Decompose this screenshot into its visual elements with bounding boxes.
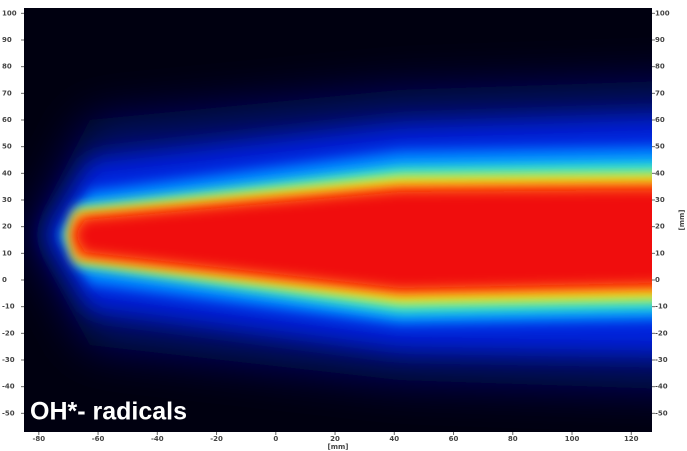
y2-tick-label: -30	[655, 356, 668, 364]
x-tick-label: -40	[151, 435, 164, 443]
x-tick-label: 60	[449, 435, 459, 443]
y-tick-label: -50	[2, 409, 15, 417]
y2-tick-label: -20	[655, 329, 668, 337]
x-tick-label: 0	[273, 435, 278, 443]
x-tick-label: 40	[389, 435, 399, 443]
x-tick-label: 100	[565, 435, 580, 443]
y-tick-label: -40	[2, 383, 15, 391]
y2-tick-label: 80	[655, 63, 665, 71]
y-tick-label: -30	[2, 356, 15, 364]
y-tick-label: 0	[2, 276, 7, 284]
y-axis-label: [mm]	[678, 210, 686, 231]
y2-tick-label: 100	[655, 9, 670, 17]
x-tick-label: 120	[624, 435, 639, 443]
annotation: OH*- radicals	[30, 398, 187, 426]
y2-tick-label: 0	[655, 276, 660, 284]
x-axis-label: [mm]	[328, 443, 349, 451]
y-tick-label: -20	[2, 329, 15, 337]
y2-tick-label: 90	[655, 36, 665, 44]
y2-tick-label: -40	[655, 383, 668, 391]
y2-tick-label: 20	[655, 223, 665, 231]
x-tick-label: -80	[32, 435, 45, 443]
chart: OH*- radicals [mm] [mm] 1001009090808070…	[0, 0, 687, 451]
y-tick-label: 10	[2, 249, 12, 257]
y-tick-label: 60	[2, 116, 12, 124]
y2-tick-label: 60	[655, 116, 665, 124]
y2-tick-label: 40	[655, 169, 665, 177]
y2-tick-label: -50	[655, 409, 668, 417]
x-tick-label: 80	[508, 435, 518, 443]
x-tick-label: -60	[92, 435, 105, 443]
x-tick-label: 20	[330, 435, 340, 443]
y-tick-label: 100	[2, 9, 17, 17]
y-tick-label: 30	[2, 196, 12, 204]
y-tick-label: 40	[2, 169, 12, 177]
y-tick-label: -10	[2, 303, 15, 311]
y-tick-label: 70	[2, 89, 12, 97]
y2-tick-label: 10	[655, 249, 665, 257]
y-tick-label: 20	[2, 223, 12, 231]
y-tick-label: 90	[2, 36, 12, 44]
y2-tick-label: 70	[655, 89, 665, 97]
heatmap-image	[24, 8, 687, 432]
x-tick-label: -20	[210, 435, 223, 443]
y-tick-label: 50	[2, 143, 12, 151]
y2-tick-label: 30	[655, 196, 665, 204]
y2-tick-label: -10	[655, 303, 668, 311]
y-tick-label: 80	[2, 63, 12, 71]
y2-tick-label: 50	[655, 143, 665, 151]
